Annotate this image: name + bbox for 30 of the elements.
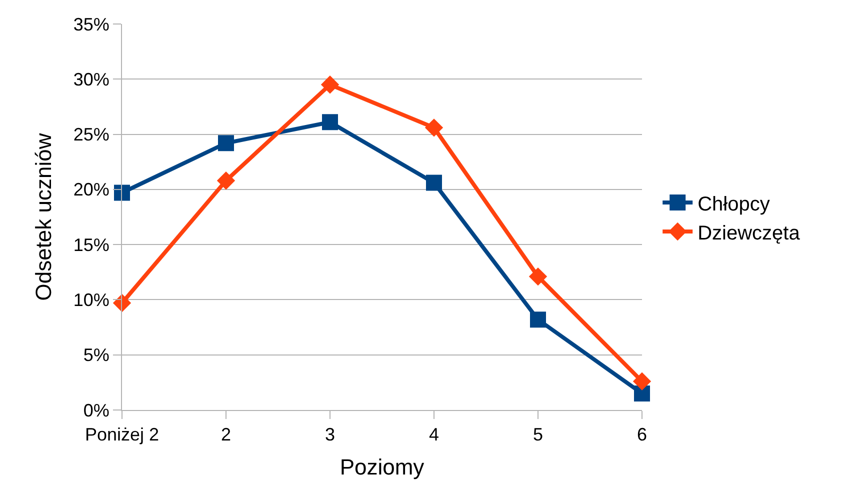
point [112, 294, 132, 312]
legend-label: Dziewczęta [698, 222, 801, 244]
y-tick-label: 25% [73, 124, 110, 145]
y-tick-label: 30% [73, 69, 110, 90]
x-tick-label: 2 [220, 424, 232, 445]
y-axis-title: Odsetek uczniów [31, 133, 56, 301]
y-tick-label: 0% [83, 400, 110, 420]
y-tick-label: 5% [83, 345, 110, 366]
point [424, 118, 444, 137]
x-tick-label: Poniżej 2 [84, 424, 160, 445]
point [114, 184, 130, 201]
x-tick-label: 3 [324, 424, 336, 445]
point [634, 385, 650, 402]
point [216, 172, 236, 190]
y-tick-label: 35% [73, 14, 110, 34]
point [426, 174, 442, 191]
y-tick-label: 10% [73, 290, 110, 310]
point [320, 76, 340, 94]
point [632, 372, 652, 390]
x-axis-title: Poziomy [340, 454, 424, 480]
legend-label: Chłopcy [698, 193, 770, 216]
point [528, 267, 548, 286]
y-tick-label: 15% [73, 234, 110, 255]
point [322, 114, 338, 130]
y-tick-label: 20% [73, 180, 110, 200]
point [530, 312, 546, 328]
x-tick-label: 4 [428, 424, 440, 445]
x-tick-label: 5 [532, 424, 544, 445]
x-tick-label: 6 [636, 424, 648, 445]
point [218, 135, 234, 152]
